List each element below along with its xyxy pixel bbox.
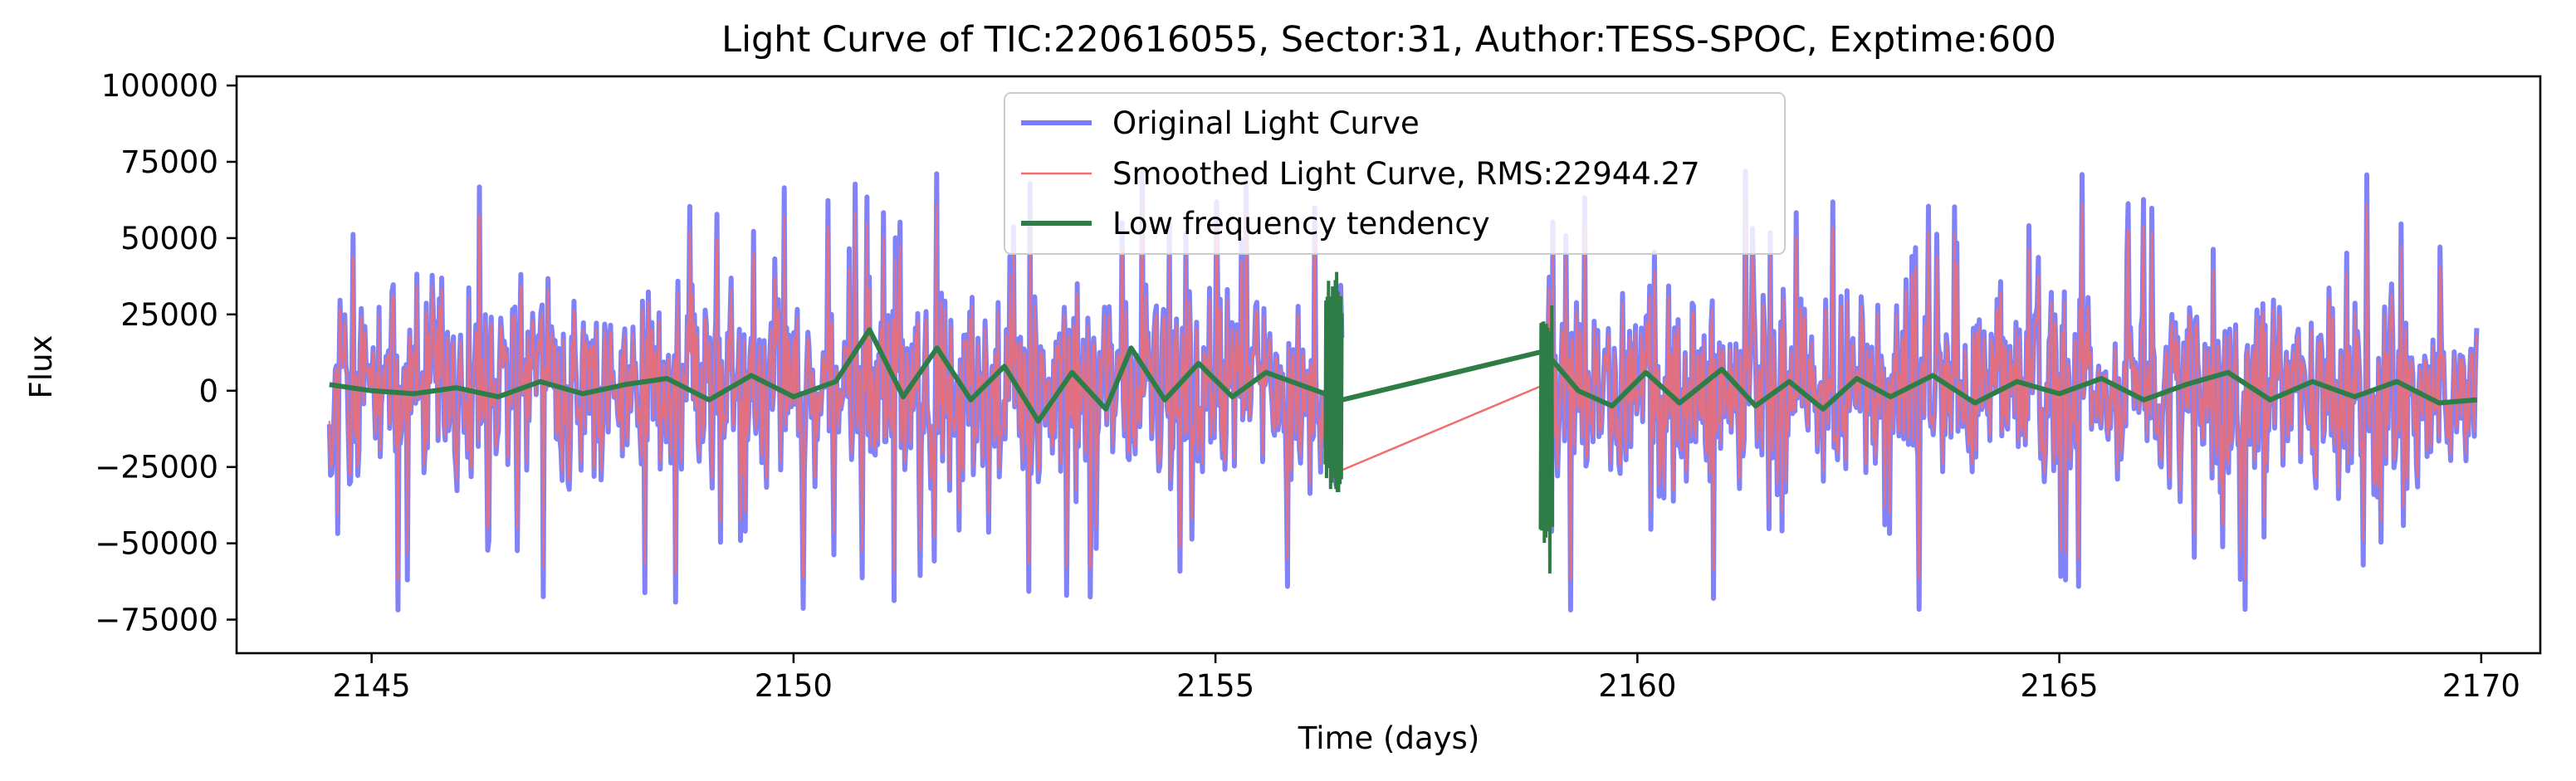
x-tick-label: 2165 — [2021, 668, 2099, 704]
y-tick-label: −75000 — [95, 603, 218, 638]
series-smoothed-gap-line — [1342, 383, 1546, 471]
x-tick-label: 2155 — [1176, 668, 1254, 704]
chart-title: Light Curve of TIC:220616055, Sector:31,… — [721, 19, 2056, 61]
series-low-frequency-tendency — [329, 271, 2478, 574]
y-tick-label: −50000 — [95, 526, 218, 562]
y-tick-label: 50000 — [120, 221, 218, 256]
y-tick-label: 25000 — [120, 297, 218, 333]
legend-label-original: Original Light Curve — [1112, 105, 1420, 141]
legend-label-trend: Low frequency tendency — [1112, 206, 1490, 242]
series-trend-burst — [1538, 305, 1555, 574]
legend-box — [1004, 92, 1786, 255]
series-trend-burst — [1323, 271, 1344, 493]
series-smoothed-line — [1543, 200, 2478, 581]
x-tick-label: 2160 — [1598, 668, 1676, 704]
x-tick-label: 2145 — [333, 668, 411, 704]
x-tick-label: 2150 — [755, 668, 833, 704]
series-trend-line — [329, 327, 2478, 424]
y-tick-label: −25000 — [95, 450, 218, 486]
x-axis-label: Time (days) — [1298, 720, 1480, 756]
y-axis: −75000 −50000 −25000 0 25000 50000 75000 100000 — [95, 68, 237, 638]
x-tick-label: 2170 — [2442, 668, 2520, 704]
y-axis-label: Flux — [23, 335, 59, 399]
plot-frame — [235, 75, 2542, 655]
legend: Original Light Curve Smoothed Light Curv… — [1004, 92, 1786, 255]
legend-label-smoothed: Smoothed Light Curve, RMS:22944.27 — [1112, 156, 1700, 192]
y-tick-label: 100000 — [101, 68, 218, 104]
y-tick-label: 75000 — [120, 144, 218, 180]
y-tick-label: 0 — [198, 373, 218, 409]
x-axis: 2145 2150 2155 2160 2165 2170 — [333, 653, 2520, 704]
plot-area — [235, 75, 2542, 655]
